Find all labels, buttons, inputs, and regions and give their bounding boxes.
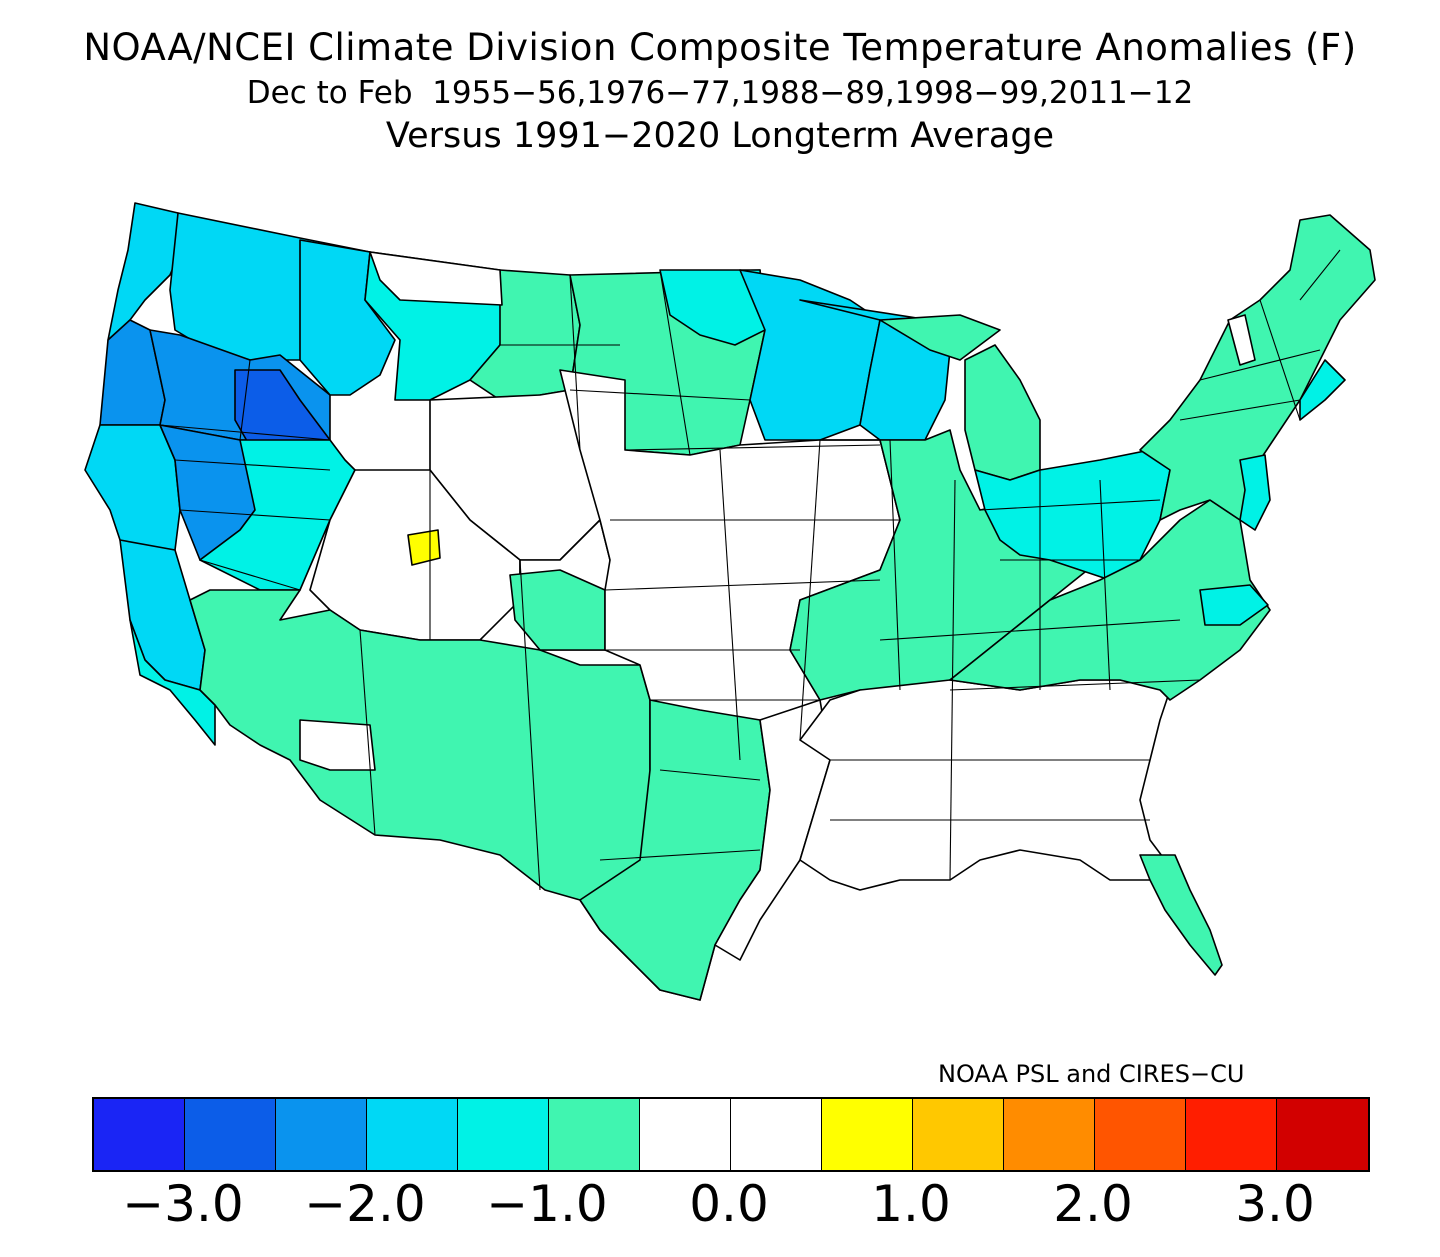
division-boundary [239,359,251,441]
division-boundary [979,499,1161,511]
region-michigan-lower [964,344,1041,481]
region-north-dakota-northeast [659,269,766,346]
division-boundary [1259,299,1301,421]
division-boundary [604,579,881,591]
region-new-england-coast [1299,359,1346,421]
color-scale-swatch [1186,1099,1277,1170]
color-scale-swatch [458,1099,549,1170]
color-scale-bar [92,1097,1370,1172]
region-arizona-southwest [299,719,376,771]
division-boundary [799,439,821,741]
region-south [799,679,1191,901]
region-northern-california [84,424,181,561]
division-boundary [879,619,1181,641]
division-boundary [599,849,761,861]
division-boundary [359,629,376,836]
division-boundary [159,424,331,441]
color-scale-tick-label: −1.0 [486,1175,608,1233]
region-southern-california-coast [129,619,216,746]
color-scale-swatch [822,1099,913,1170]
map-subtitle: Dec to Feb 1955−56,1976−77,1988−89,1998−… [246,75,1194,111]
division-boundary [659,269,691,456]
division-boundary [659,769,761,781]
region-minnesota [739,269,881,441]
color-scale-swatch [276,1099,367,1170]
region-california-central-valley [119,539,206,691]
division-boundary [719,449,741,761]
color-scale-swatch [1004,1099,1095,1170]
division-boundary [569,389,751,401]
color-scale-tick-label: 3.0 [1235,1175,1315,1233]
division-boundary [1179,399,1301,421]
division-boundary [1099,479,1111,691]
division-boundary [1299,249,1341,301]
color-scale-tick-label: −2.0 [304,1175,426,1233]
division-boundary [199,559,301,591]
color-scale-tick-label: 2.0 [1053,1175,1133,1233]
region-florida [1139,854,1223,976]
color-scale-swatch [640,1099,731,1170]
color-scale-tick-label: 0.0 [689,1175,769,1233]
region-michigan-upper [879,314,1001,361]
region-mid-atlantic-carolinas [949,499,1271,701]
division-boundary [949,479,956,881]
color-scale-swatch [185,1099,276,1170]
region-northeast [1139,214,1376,521]
color-scale-swatch [913,1099,1004,1170]
map-title: NOAA/NCEI Climate Division Composite Tem… [83,26,1357,69]
division-boundary [519,559,541,891]
region-vermont-sliver [1227,314,1256,366]
color-scale-tick-label: −3.0 [122,1175,244,1233]
division-boundary [1199,349,1321,381]
division-boundary [174,459,331,471]
color-scale-swatch [731,1099,822,1170]
division-boundary [179,509,331,521]
color-scale-tick-label: 1.0 [871,1175,951,1233]
region-new-jersey [1239,454,1271,531]
color-scale-swatch [367,1099,458,1170]
region-virginia-coast [1199,584,1269,626]
division-boundary [624,444,881,451]
region-utah-north-anomaly [407,529,441,566]
map-baseline: Versus 1991−2020 Longterm Average [385,116,1055,156]
division-boundary [889,439,901,691]
color-scale-swatch [1095,1099,1186,1170]
color-scale-swatch [549,1099,640,1170]
credit-label: NOAA PSL and CIRES−CU [938,1060,1245,1088]
division-boundary [569,274,581,451]
color-scale-swatch [1277,1099,1368,1170]
region-montana-north [369,251,503,306]
division-boundary [949,679,1201,691]
color-scale-swatch [94,1099,185,1170]
